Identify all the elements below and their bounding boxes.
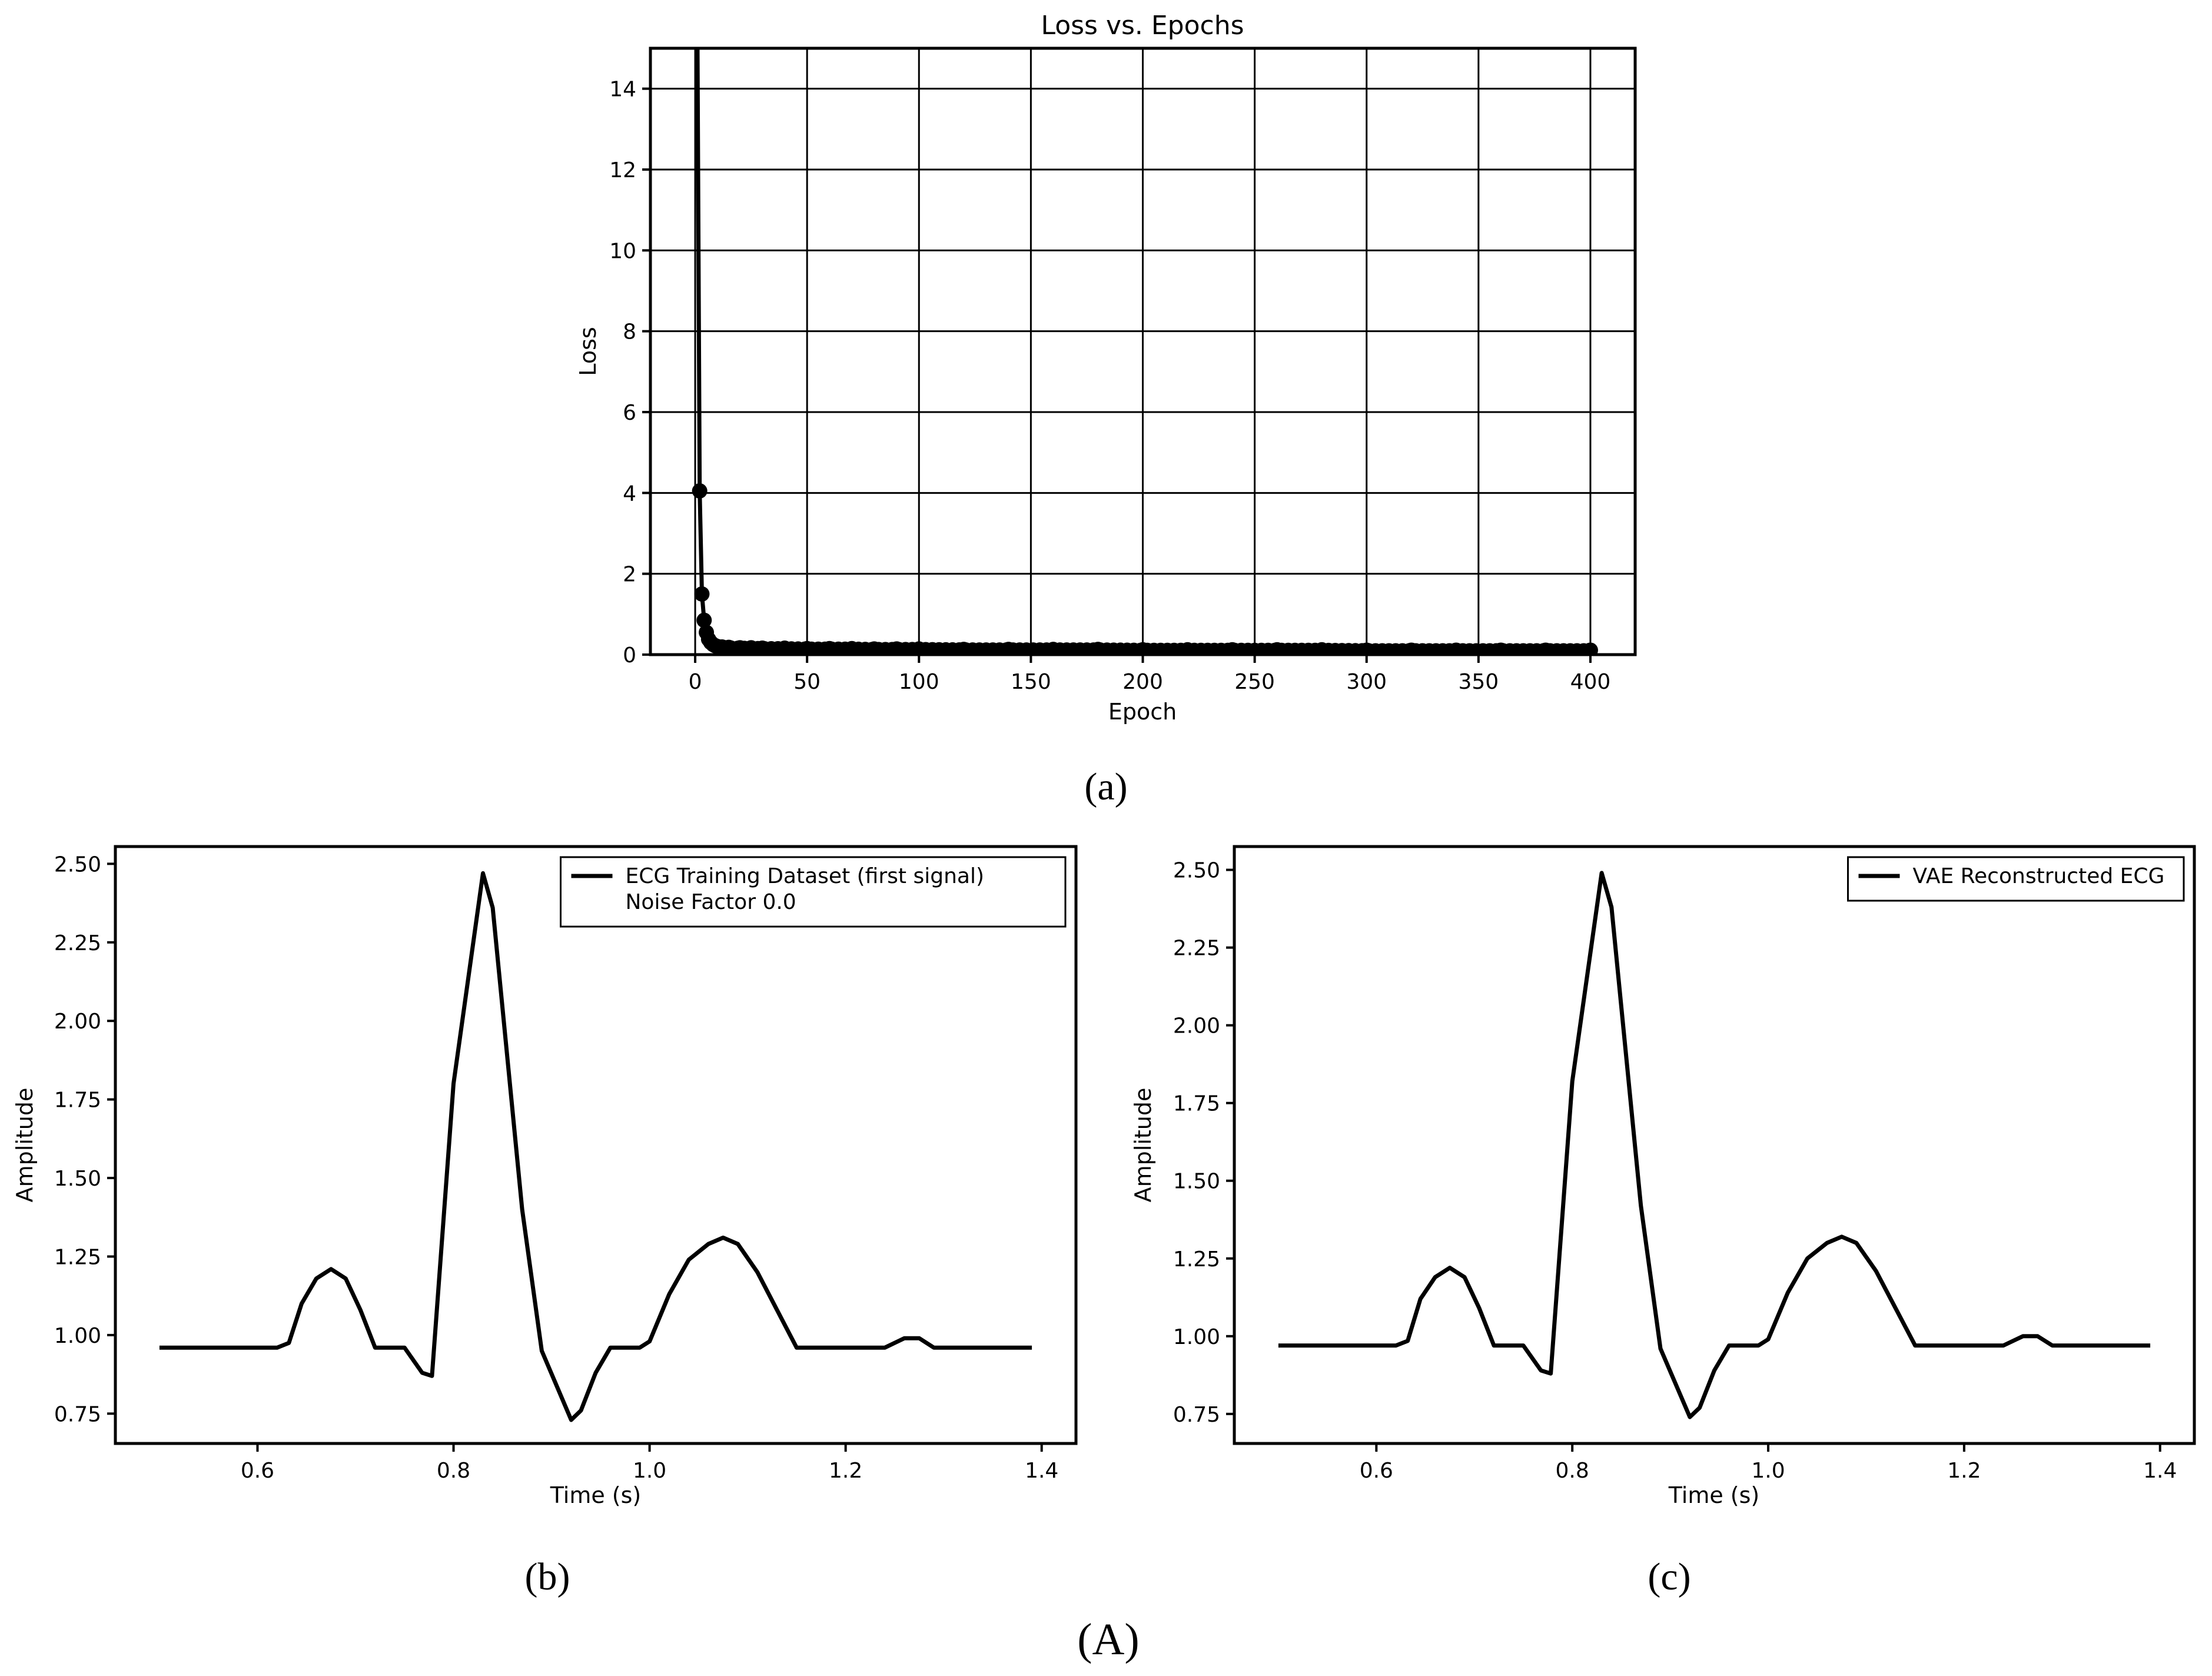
y-tick-label: 0	[623, 643, 636, 668]
y-tick-label: 0.75	[54, 1402, 101, 1426]
loss-chart-x-axis-label: Epoch	[1108, 699, 1177, 725]
x-tick-label: 250	[1234, 670, 1275, 694]
y-tick-label: 1.00	[1173, 1325, 1220, 1349]
vae-reconstructed-chart-y-ticks: 0.75 1.00 1.25 1.50 1.75 2.00 2.25 2.50	[1173, 859, 1234, 1427]
loss-chart: 0 2 4 6 8 10 12 14 0 50 100 150 200 250 300 350 400 Los…	[575, 11, 1637, 725]
y-tick-label: 1.00	[54, 1324, 101, 1348]
y-tick-label: 6	[623, 401, 636, 425]
vae-reconstructed-chart-x-axis-label: Time (s)	[1668, 1482, 1760, 1508]
ecg-training-chart-plot	[159, 871, 1032, 1422]
x-tick-label: 0.6	[1360, 1459, 1393, 1483]
x-tick-label: 1.2	[829, 1459, 862, 1483]
ecg-training-chart-legend: ECG Training Dataset (first signal) Nois…	[560, 856, 1067, 928]
y-tick-label: 1.50	[1173, 1170, 1220, 1194]
y-tick-label: 1.25	[54, 1245, 101, 1269]
loss-chart-y-axis-label: Loss	[575, 327, 601, 376]
y-tick-label: 10	[609, 239, 636, 263]
ecg-training-chart-x-axis-label: Time (s)	[550, 1482, 642, 1508]
vae-legend-box	[1847, 856, 2185, 902]
ecg-training-legend-label-line2: Noise Factor 0.0	[626, 890, 796, 914]
vae-legend-label: VAE Reconstructed ECG	[1913, 864, 2165, 888]
x-tick-label: 1.4	[2143, 1459, 2177, 1483]
y-tick-label: 1.50	[54, 1167, 101, 1191]
vae-reconstructed-chart-frame	[1233, 845, 2196, 1445]
series-line	[159, 871, 1032, 1422]
y-tick-label: 1.75	[54, 1088, 101, 1113]
x-tick-label: 300	[1346, 670, 1387, 694]
x-tick-label: 400	[1570, 670, 1611, 694]
x-tick-label: 50	[793, 670, 821, 694]
ecg-training-chart: 0.75 1.00 1.25 1.50 1.75 2.00 2.25 2.50 0.6 0.8 1…	[12, 845, 1078, 1508]
y-tick-label: 2	[623, 563, 636, 587]
vae-reconstructed-chart: 0.75 1.00 1.25 1.50 1.75 2.00 2.25 2.50 0.6 0.8 1…	[1130, 845, 2196, 1508]
data-point	[692, 483, 708, 499]
caption-main: (A)	[1077, 1615, 1140, 1664]
y-tick-label: 12	[609, 158, 636, 182]
caption-b: (b)	[525, 1555, 570, 1598]
y-tick-label: 0.75	[1173, 1403, 1220, 1427]
y-tick-label: 2.50	[54, 852, 101, 877]
y-tick-label: 1.75	[1173, 1092, 1220, 1116]
x-tick-label: 0.8	[1556, 1459, 1589, 1483]
x-tick-label: 1.0	[1751, 1459, 1785, 1483]
ecg-training-chart-y-ticks: 0.75 1.00 1.25 1.50 1.75 2.00 2.25 2.50	[54, 852, 115, 1426]
ecg-training-chart-y-axis-label: Amplitude	[12, 1088, 38, 1203]
data-point	[694, 586, 710, 602]
x-tick-label: 0.8	[437, 1459, 470, 1483]
y-tick-label: 14	[609, 78, 636, 102]
x-tick-label: 200	[1122, 670, 1163, 694]
x-tick-label: 1.4	[1025, 1459, 1058, 1483]
x-tick-label: 1.0	[633, 1459, 666, 1483]
x-tick-label: 100	[899, 670, 939, 694]
loss-chart-title: Loss vs. Epochs	[1041, 11, 1244, 41]
y-tick-label: 1.25	[1173, 1247, 1220, 1272]
y-tick-label: 2.25	[54, 931, 101, 955]
data-point	[1583, 643, 1597, 655]
y-tick-label: 8	[623, 320, 636, 344]
loss-chart-x-ticks: 0 50 100 150 200 250 300 350 400	[689, 655, 1611, 694]
caption-c: (c)	[1648, 1555, 1690, 1598]
loss-chart-y-ticks: 0 2 4 6 8 10 12 14	[609, 78, 650, 668]
y-tick-label: 4	[623, 482, 636, 506]
x-tick-label: 1.2	[1947, 1459, 1981, 1483]
x-tick-label: 0	[689, 670, 702, 694]
ecg-training-legend-box	[560, 856, 1067, 928]
vae-reconstructed-chart-y-axis-label: Amplitude	[1130, 1088, 1156, 1203]
loss-chart-plot	[692, 48, 1598, 655]
x-tick-label: 0.6	[241, 1459, 274, 1483]
data-point	[696, 612, 712, 628]
vae-reconstructed-chart-x-ticks: 0.6 0.8 1.0 1.2 1.4	[1360, 1443, 2177, 1483]
loss-chart-grid	[650, 48, 1635, 656]
series-line	[1278, 871, 2151, 1419]
y-tick-label: 2.00	[54, 1010, 101, 1034]
x-tick-label: 350	[1458, 670, 1499, 694]
y-tick-label: 2.25	[1173, 937, 1220, 961]
y-tick-label: 2.50	[1173, 859, 1220, 883]
y-tick-label: 2.00	[1173, 1014, 1220, 1038]
vae-reconstructed-chart-legend: VAE Reconstructed ECG	[1847, 856, 2185, 902]
ecg-training-legend-label-line1: ECG Training Dataset (first signal)	[626, 864, 985, 888]
ecg-training-chart-frame	[114, 845, 1078, 1445]
x-tick-label: 150	[1011, 670, 1051, 694]
ecg-training-chart-x-ticks: 0.6 0.8 1.0 1.2 1.4	[241, 1443, 1058, 1483]
caption-a: (a)	[1084, 765, 1127, 808]
vae-reconstructed-chart-plot	[1278, 871, 2151, 1419]
